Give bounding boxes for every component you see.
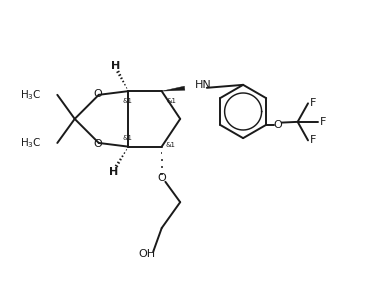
Text: &1: &1 — [122, 135, 133, 141]
Text: OH: OH — [138, 249, 156, 259]
Text: F: F — [310, 135, 316, 145]
Text: &1: &1 — [166, 98, 176, 104]
Text: F: F — [310, 98, 316, 108]
Text: &1: &1 — [122, 98, 133, 104]
Text: F: F — [320, 117, 326, 127]
Text: O: O — [94, 89, 103, 99]
Text: H: H — [111, 61, 120, 71]
Text: $\mathsf{H_3C}$: $\mathsf{H_3C}$ — [20, 88, 41, 102]
Text: O: O — [157, 173, 166, 183]
Text: $\mathsf{H_3C}$: $\mathsf{H_3C}$ — [20, 136, 41, 150]
Text: O: O — [273, 120, 282, 130]
Text: HN: HN — [195, 80, 212, 90]
Text: &1: &1 — [165, 142, 176, 148]
Text: H: H — [109, 167, 118, 177]
Text: O: O — [94, 139, 103, 149]
Polygon shape — [162, 86, 185, 91]
